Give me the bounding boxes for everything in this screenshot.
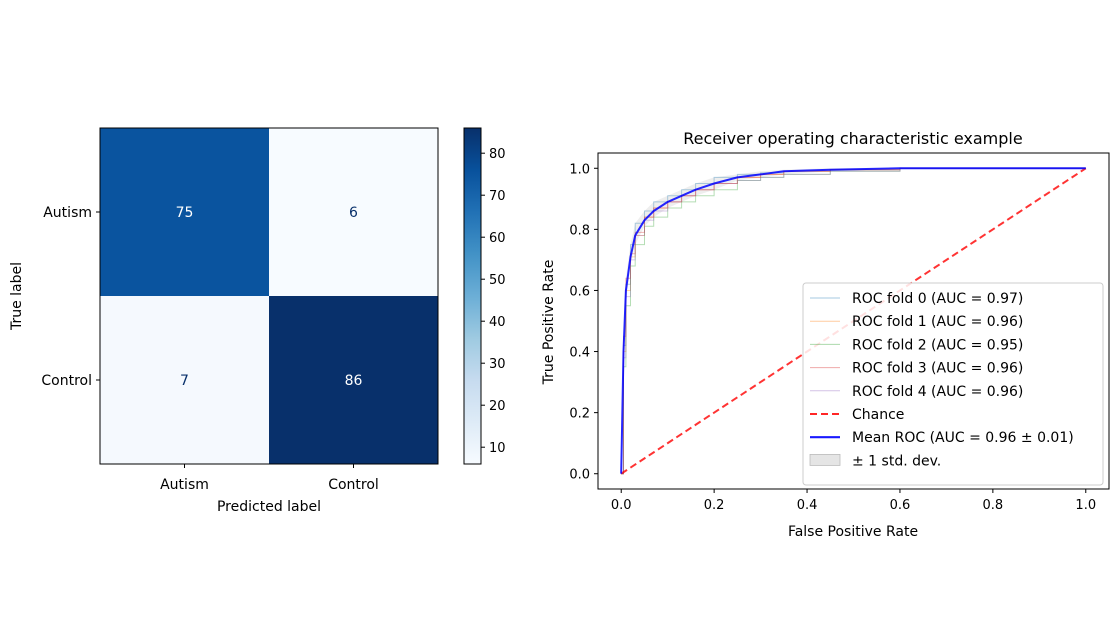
roc-legend-label: ± 1 std. dev.	[852, 453, 941, 469]
roc-legend-swatch	[809, 453, 841, 466]
cm-y-tick-label: Control	[41, 373, 92, 389]
cm-x-axis-label: Predicted label	[217, 499, 321, 515]
cm-colorbar-tick-label: 70	[489, 189, 506, 204]
roc-frame	[597, 152, 1110, 490]
cm-cell	[269, 128, 438, 296]
roc-legend-label: Chance	[852, 407, 904, 423]
roc-x-tick-label: 0.8	[983, 498, 1004, 513]
roc-x-tick-label: 0.4	[797, 498, 818, 513]
roc-legend: ROC fold 0 (AUC = 0.97) ROC fold 1 (AUC =…	[802, 282, 1104, 486]
roc-fold-line-2	[621, 167, 1086, 475]
roc-x-tick-label: 1.0	[1075, 498, 1096, 513]
roc-mean-line	[620, 167, 1086, 474]
roc-plot-area	[620, 167, 1087, 475]
roc-y-ticks: 0.0 0.2 0.4 0.6 0.8 1.0	[569, 162, 598, 483]
roc-y-tick-label: 0.0	[569, 468, 590, 483]
roc-legend-label: ROC fold 2 (AUC = 0.95)	[852, 337, 1023, 353]
cm-colorbar-tick-label: 50	[489, 273, 506, 288]
roc-legend-box	[802, 282, 1104, 486]
roc-y-tick-label: 0.4	[569, 346, 590, 361]
confusion-matrix-chart: 75 6 7 86 Autism Control Autism Control Predi…	[9, 127, 506, 515]
roc-y-tick-label: 0.6	[569, 284, 590, 299]
roc-x-tick-label: 0.2	[704, 498, 725, 513]
cm-frame	[99, 127, 439, 465]
cm-colorbar-tick-label: 60	[489, 231, 506, 246]
roc-x-ticks: 0.0 0.2 0.4 0.6 0.8 1.0	[611, 489, 1096, 513]
roc-y-tick-label: 0.8	[569, 223, 590, 238]
cm-cell	[100, 128, 269, 296]
roc-legend-label: ROC fold 4 (AUC = 0.96)	[852, 384, 1023, 400]
roc-chart: Receiver operating characteristic exampl…	[541, 129, 1110, 540]
cm-colorbar-tick-label: 20	[489, 399, 506, 414]
cm-cell	[269, 296, 438, 464]
cm-y-axis-label: True label	[9, 262, 25, 331]
cm-y-tick-label: Autism	[43, 205, 92, 221]
cm-x-tick-label: Control	[328, 477, 379, 493]
cm-cell-value: 75	[176, 205, 194, 221]
roc-x-tick-label: 0.0	[611, 498, 632, 513]
cm-x-tick-label: Autism	[160, 477, 209, 493]
roc-legend-label: Mean ROC (AUC = 0.96 ± 0.01)	[852, 430, 1074, 446]
cm-colorbar-tick-label: 10	[489, 441, 506, 456]
cm-colorbar-ticks: 10 20 30 40 50 60 70 80	[481, 147, 506, 456]
roc-legend-label: ROC fold 1 (AUC = 0.96)	[852, 314, 1023, 330]
cm-colorbar	[463, 127, 482, 465]
roc-std-band	[621, 168, 1086, 474]
cm-cell-value: 7	[180, 373, 189, 389]
cm-y-ticks: Autism Control	[41, 205, 100, 389]
roc-legend-label: ROC fold 3 (AUC = 0.96)	[852, 361, 1023, 377]
roc-legend-items: ROC fold 0 (AUC = 0.97) ROC fold 1 (AUC =…	[809, 291, 1074, 469]
roc-y-axis-label: True Positive Rate	[541, 260, 557, 386]
cm-colorbar-tick-label: 30	[489, 357, 506, 372]
cm-cell	[100, 296, 269, 464]
cm-colorbar-tick-label: 40	[489, 315, 506, 330]
cm-colorbar-tick-label: 80	[489, 147, 506, 162]
cm-cell-value: 86	[345, 373, 363, 389]
cm-cell-value: 6	[349, 205, 358, 221]
cm-x-ticks: Autism Control	[160, 464, 379, 493]
roc-y-tick-label: 0.2	[569, 407, 590, 422]
roc-y-tick-label: 1.0	[569, 162, 590, 177]
roc-x-tick-label: 0.6	[890, 498, 911, 513]
cm-cells: 75 6 7 86	[100, 128, 438, 464]
roc-fold-line-4	[621, 167, 1086, 475]
roc-x-axis-label: False Positive Rate	[788, 524, 918, 540]
roc-legend-label: ROC fold 0 (AUC = 0.97)	[852, 291, 1023, 307]
roc-title: Receiver operating characteristic exampl…	[683, 129, 1022, 148]
